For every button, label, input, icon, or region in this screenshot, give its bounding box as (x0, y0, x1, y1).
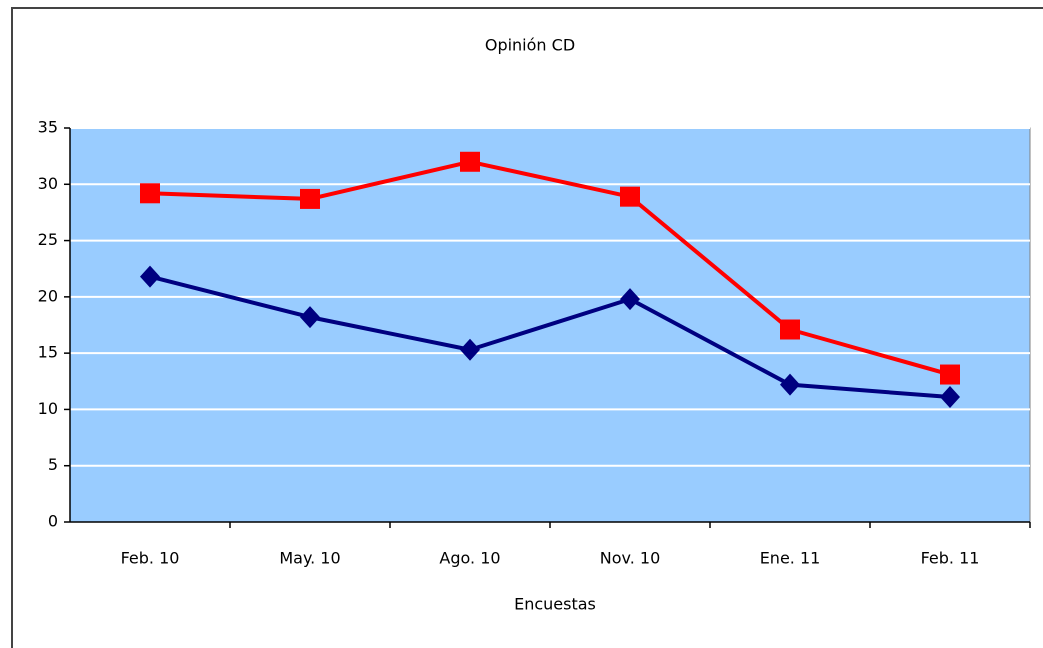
marker (780, 319, 800, 340)
marker (460, 338, 480, 361)
y-tick-label: 15 (38, 343, 58, 362)
marker (940, 364, 960, 385)
x-axis-title: Encuestas (514, 595, 596, 614)
marker (460, 151, 480, 172)
x-tick-label: Feb. 10 (121, 549, 180, 568)
y-tick-label: 25 (38, 230, 58, 249)
series-line (149, 159, 951, 377)
x-tick-label: Feb. 11 (921, 549, 980, 568)
x-tick-label: Ene. 11 (760, 549, 821, 568)
marker (140, 265, 160, 288)
marker (300, 306, 320, 329)
y-tick-label: 20 (38, 286, 58, 305)
x-tick-label: May. 10 (279, 549, 340, 568)
marker (780, 373, 800, 396)
x-tick-label: Ago. 10 (439, 549, 500, 568)
x-tick-label: Nov. 10 (600, 549, 661, 568)
marker (620, 186, 640, 207)
series-line (149, 274, 951, 400)
chart-title: Opinión CD (485, 36, 575, 55)
marker (620, 288, 640, 311)
y-tick-label: 5 (48, 455, 58, 474)
y-tick-label: 30 (38, 174, 58, 193)
y-tick-label: 35 (38, 118, 58, 137)
marker (940, 386, 960, 409)
y-tick-label: 0 (48, 512, 58, 531)
y-tick-label: 10 (38, 399, 58, 418)
marker (140, 183, 160, 204)
marker (300, 188, 320, 209)
